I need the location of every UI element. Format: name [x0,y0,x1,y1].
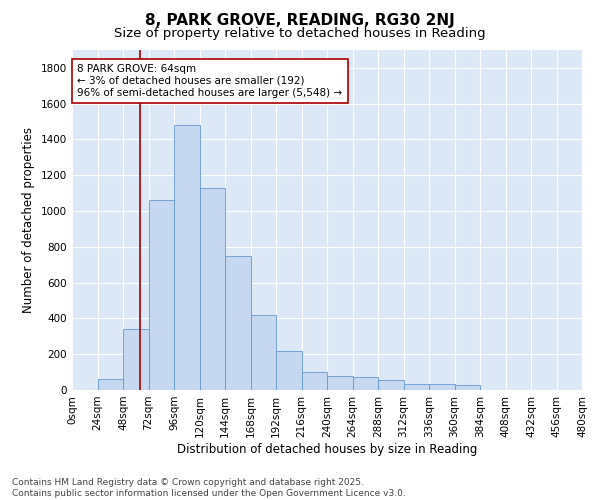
Bar [353,376,378,390]
Bar [378,380,404,390]
Bar [327,376,353,390]
Bar [429,384,455,390]
Bar [404,384,429,390]
Bar [174,125,199,390]
Text: 8, PARK GROVE, READING, RG30 2NJ: 8, PARK GROVE, READING, RG30 2NJ [145,12,455,28]
Bar [225,256,251,390]
Bar [149,200,174,390]
Bar [455,384,480,390]
Bar [97,380,123,390]
X-axis label: Distribution of detached houses by size in Reading: Distribution of detached houses by size … [177,442,477,456]
Bar [302,372,327,390]
Text: Contains HM Land Registry data © Crown copyright and database right 2025.
Contai: Contains HM Land Registry data © Crown c… [12,478,406,498]
Bar [251,315,276,390]
Text: 8 PARK GROVE: 64sqm
← 3% of detached houses are smaller (192)
96% of semi-detach: 8 PARK GROVE: 64sqm ← 3% of detached hou… [77,64,343,98]
Y-axis label: Number of detached properties: Number of detached properties [22,127,35,313]
Bar [276,350,302,390]
Bar [123,329,149,390]
Text: Size of property relative to detached houses in Reading: Size of property relative to detached ho… [114,28,486,40]
Bar [199,188,225,390]
